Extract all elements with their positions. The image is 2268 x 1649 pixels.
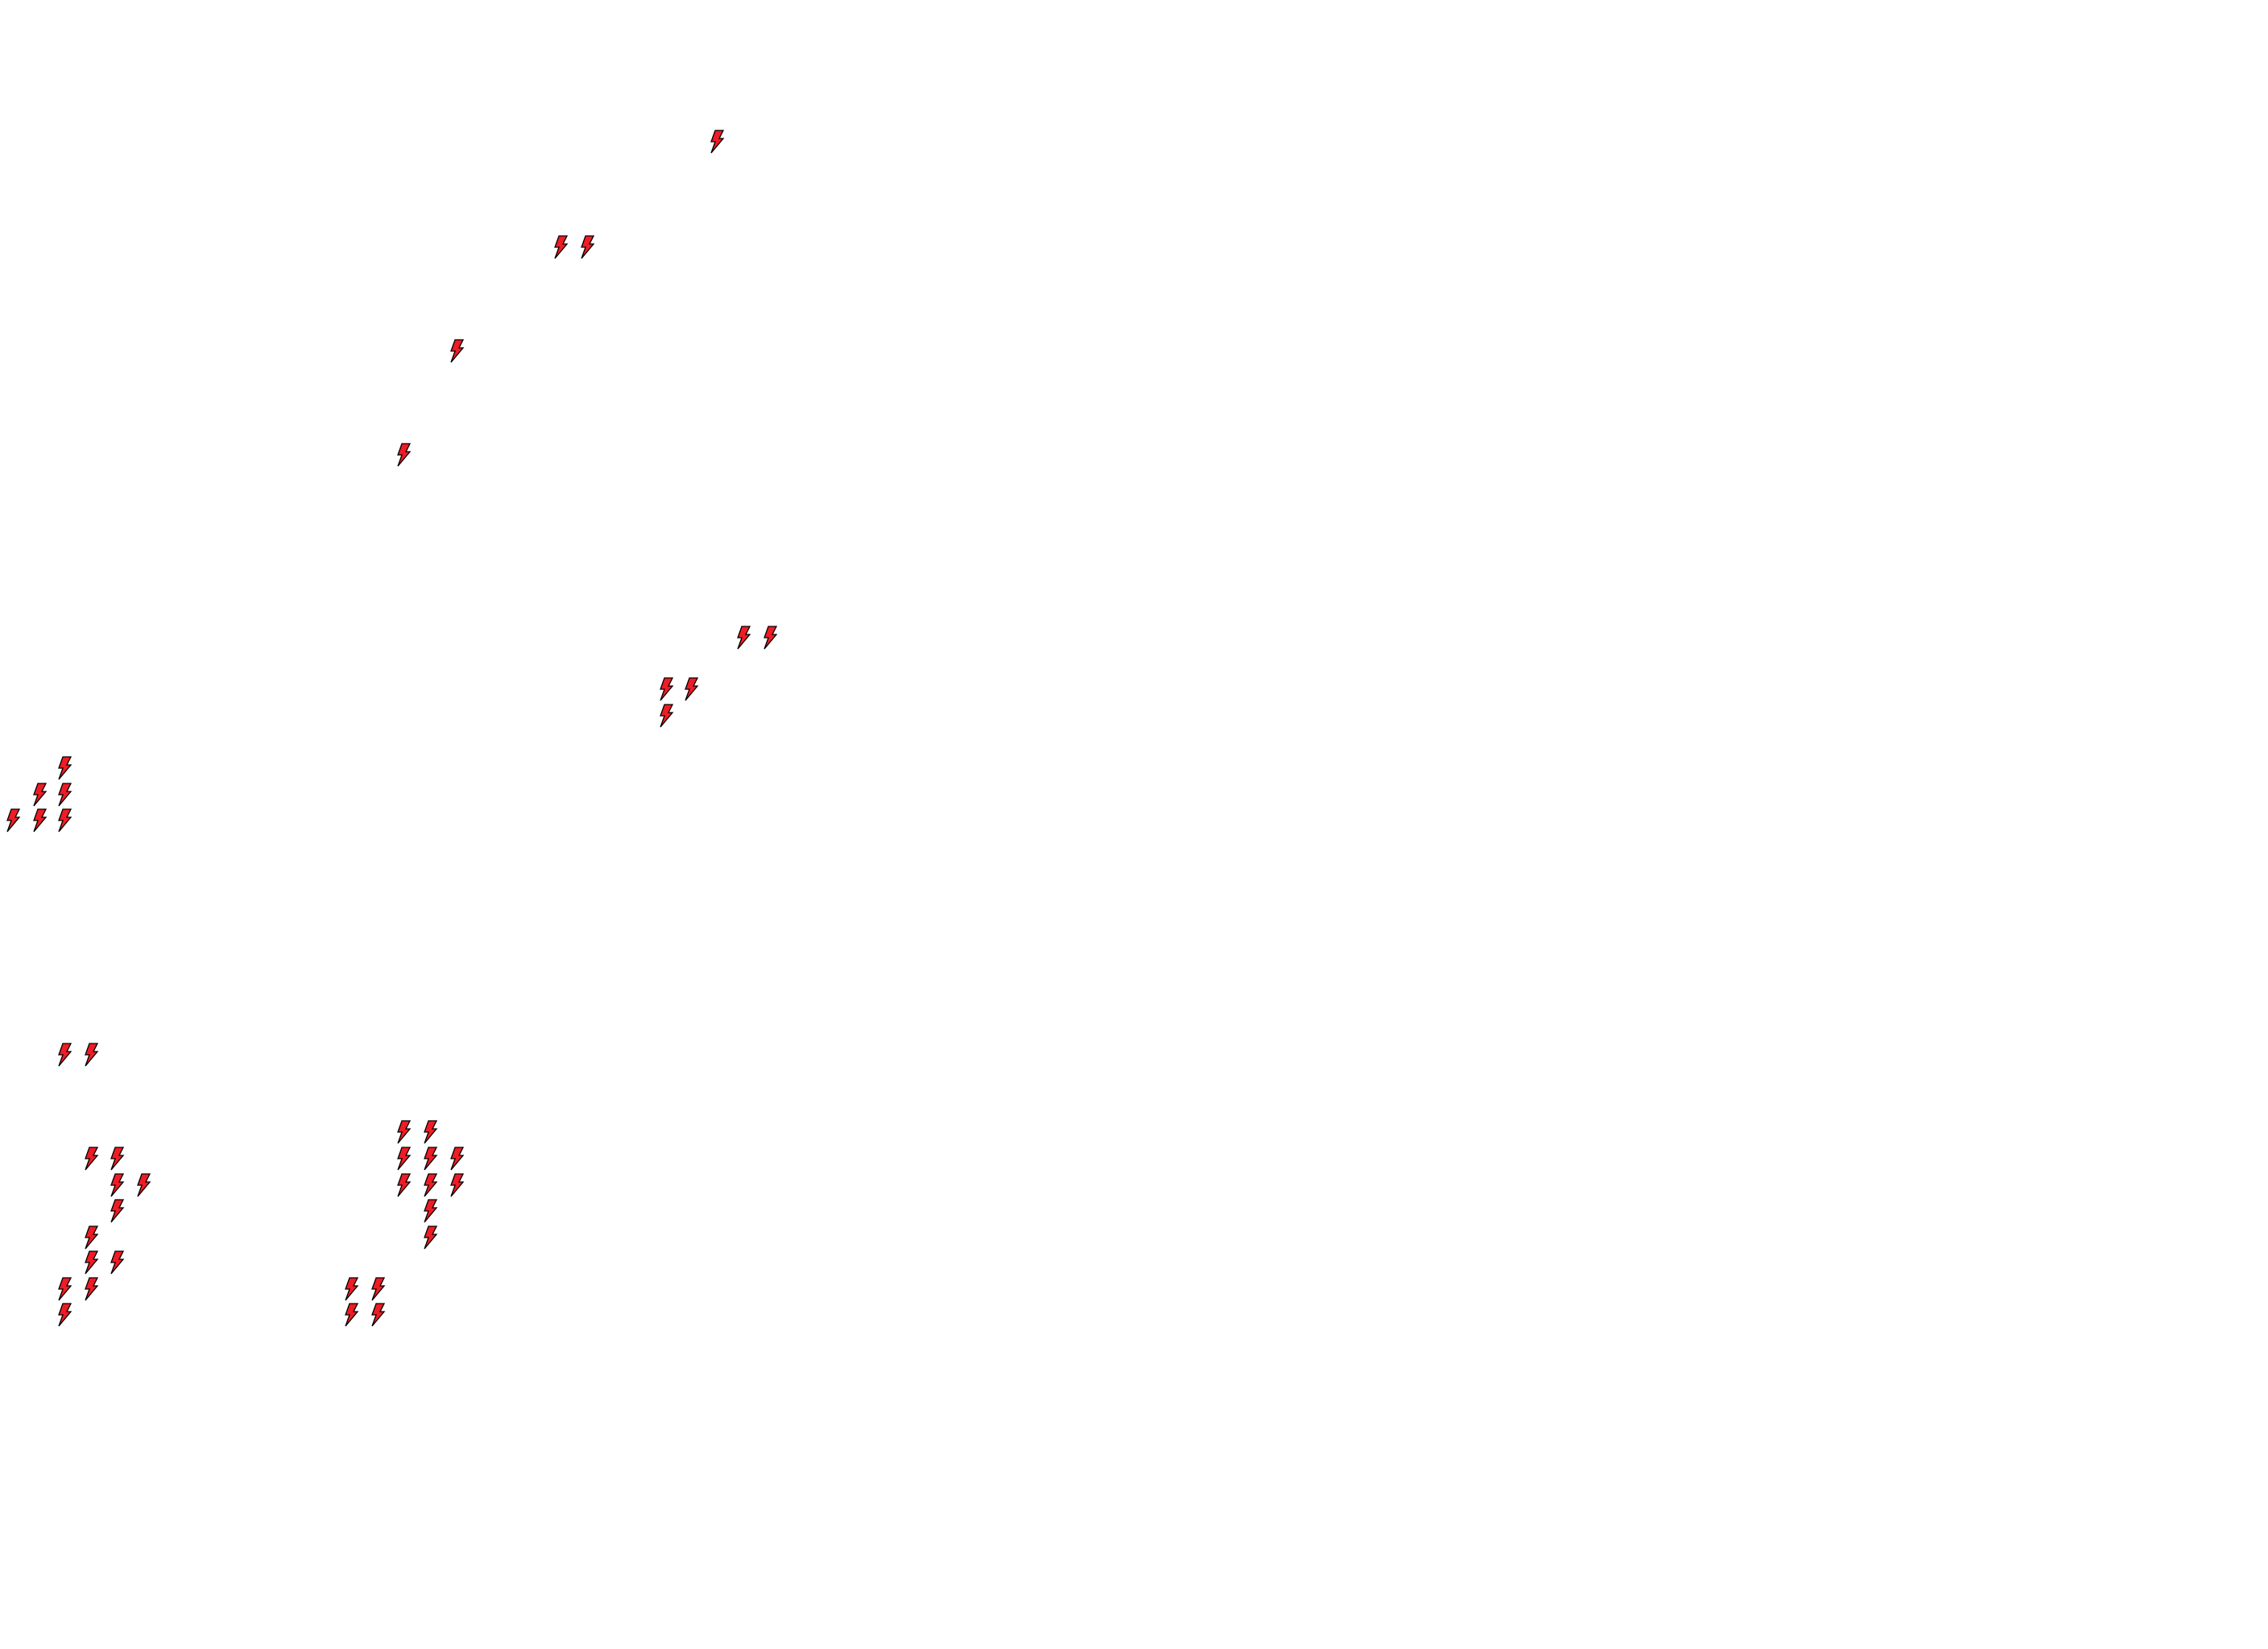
lightning-bolt-icon[interactable] [579,235,595,259]
lightning-bolt-icon[interactable] [449,1147,465,1171]
lightning-bolt-icon[interactable] [56,1303,72,1327]
lightning-bolt-icon[interactable] [658,703,674,728]
lightning-bolt-icon[interactable] [370,1277,386,1301]
lightning-bolt-icon[interactable] [343,1277,359,1301]
lightning-bolt-icon[interactable] [56,1277,72,1301]
lightning-bolt-icon[interactable] [449,339,465,363]
lightning-bolt-icon[interactable] [449,1173,465,1197]
lightning-bolt-icon[interactable] [109,1147,125,1171]
lightning-bolt-icon[interactable] [83,1277,99,1301]
lightning-bolt-icon[interactable] [422,1225,438,1250]
lightning-bolt-icon[interactable] [762,626,778,650]
lightning-bolt-icon[interactable] [109,1173,125,1197]
lightning-bolt-icon[interactable] [422,1199,438,1223]
lightning-bolt-icon[interactable] [395,1120,412,1144]
lightning-bolt-icon[interactable] [658,677,674,701]
lightning-bolt-icon[interactable] [395,443,412,467]
lightning-bolt-icon[interactable] [56,782,72,807]
lightning-bolt-icon[interactable] [370,1303,386,1327]
lightning-bolt-icon[interactable] [735,626,751,650]
lightning-bolt-icon[interactable] [56,1043,72,1067]
lightning-bolt-icon[interactable] [56,756,72,780]
lightning-bolt-icon[interactable] [343,1303,359,1327]
lightning-bolt-icon[interactable] [135,1173,151,1197]
lightning-bolt-icon[interactable] [683,677,699,701]
lightning-bolt-icon[interactable] [422,1173,438,1197]
lightning-bolt-icon[interactable] [109,1250,125,1275]
lightning-bolt-icon[interactable] [109,1199,125,1223]
lightning-bolt-icon[interactable] [395,1173,412,1197]
lightning-bolt-icon[interactable] [395,1147,412,1171]
lightning-bolt-icon[interactable] [422,1147,438,1171]
lightning-bolt-icon[interactable] [83,1147,99,1171]
lightning-bolt-icon[interactable] [31,808,48,833]
lightning-bolt-icon[interactable] [5,808,21,833]
lightning-bolt-icon[interactable] [83,1250,99,1275]
lightning-bolt-icon[interactable] [422,1120,438,1144]
lightning-bolt-icon[interactable] [56,808,72,833]
lightning-bolt-icon[interactable] [83,1043,99,1067]
lightning-bolt-icon[interactable] [83,1225,99,1250]
lightning-bolt-icon[interactable] [31,782,48,807]
lightning-bolt-icon[interactable] [553,235,569,259]
lightning-bolt-icon[interactable] [709,130,725,154]
